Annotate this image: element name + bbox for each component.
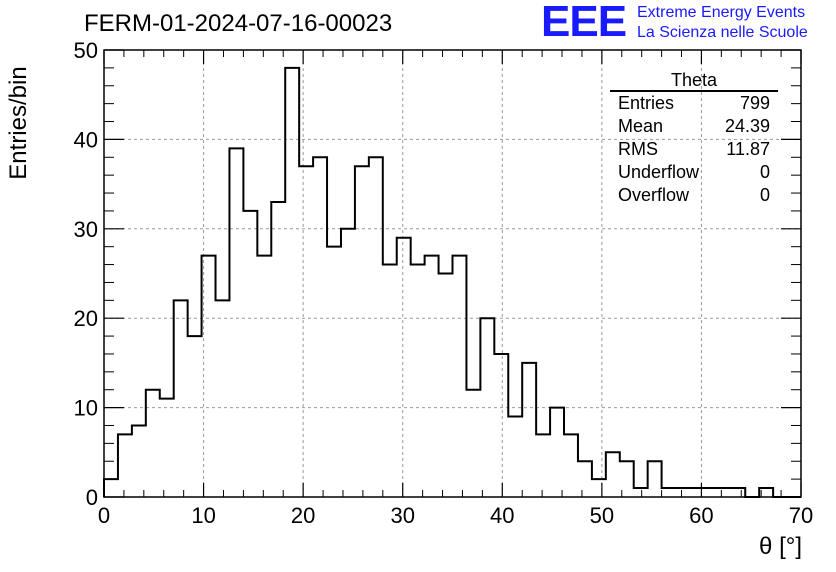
x-tick-label: 70 [789, 503, 813, 528]
histogram-bin [425, 256, 439, 497]
histogram-bin [592, 479, 606, 497]
stats-label: Mean [618, 116, 664, 136]
histogram-bin [104, 479, 118, 497]
stats-label: Overflow [618, 185, 690, 205]
axis-ticks [103, 49, 802, 498]
histogram-bin [313, 157, 327, 497]
histogram-bin [188, 336, 202, 497]
x-tick-label: 0 [98, 503, 110, 528]
histogram-bin [578, 461, 592, 497]
histogram-bin [411, 265, 425, 497]
stats-row-mean: Mean 24.39 [610, 115, 778, 138]
x-axis-label: θ [°] [759, 533, 802, 560]
histogram-bin [341, 229, 355, 497]
histogram-bin [132, 425, 146, 497]
histogram-bin [216, 300, 230, 497]
x-tick-label: 30 [390, 503, 414, 528]
histogram-bin [369, 157, 383, 497]
histogram-bin [522, 363, 536, 497]
stats-box: Theta Entries 799 Mean 24.39 RMS 11.87 U… [610, 70, 778, 207]
histogram-bin [662, 488, 676, 497]
histogram-bin [160, 399, 174, 497]
stats-label: Underflow [618, 162, 700, 182]
tick-labels: 0 10 20 30 40 50 60 70 0 10 20 30 40 50 [74, 38, 814, 528]
y-tick-label: 30 [74, 217, 98, 242]
histogram-bin [383, 265, 397, 497]
histogram-bin [243, 211, 257, 497]
stats-value: 0 [759, 185, 770, 205]
chart-title: FERM-01-2024-07-16-00023 [84, 10, 393, 37]
plot-frame [103, 49, 802, 498]
histogram-bin [634, 488, 648, 497]
histogram-bin [717, 488, 731, 497]
x-tick-label: 60 [689, 503, 713, 528]
stats-title: Theta [610, 70, 778, 92]
histogram-bin [327, 247, 341, 497]
stats-row-rms: RMS 11.87 [610, 138, 778, 161]
stats-value: 24.39 [724, 116, 770, 136]
histogram-bin [550, 408, 564, 497]
x-tick-label: 50 [590, 503, 614, 528]
grid [104, 50, 801, 497]
histogram-bin [453, 256, 467, 497]
histogram-bin [118, 434, 132, 497]
histogram-bin [731, 488, 745, 497]
histogram-bin [606, 452, 620, 497]
stats-row-entries: Entries 799 [610, 92, 778, 115]
stats-label: RMS [618, 139, 658, 159]
eee-logo: EEE [541, 0, 627, 46]
stats-value: 11.87 [726, 139, 770, 159]
histogram-bin [285, 68, 299, 497]
histogram-bin [174, 300, 188, 497]
histogram-bin [676, 488, 690, 497]
histogram-bin [355, 166, 369, 497]
histogram-bin [466, 390, 480, 497]
histogram-bin [480, 318, 494, 497]
y-tick-label: 20 [74, 306, 98, 331]
histogram-bin [146, 390, 160, 497]
y-tick-label: 10 [74, 396, 98, 421]
histogram-bin [508, 417, 522, 497]
logo-line-2: La Scienza nelle Scuole [637, 24, 808, 41]
histogram-bin [439, 274, 453, 498]
y-axis-label: Entries/bin [5, 66, 32, 180]
stats-row-underflow: Underflow 0 [610, 161, 778, 184]
histogram-bin [299, 166, 313, 497]
histogram-bin [271, 202, 285, 497]
logo-line-1: Extreme Energy Events [637, 4, 806, 21]
histogram-bins [103, 66, 801, 498]
y-tick-label: 50 [74, 38, 98, 63]
stats-row-overflow: Overflow 0 [610, 184, 778, 207]
histogram-bin [494, 354, 508, 497]
histogram-bin [229, 148, 243, 497]
histogram-bin [202, 256, 216, 497]
histogram-outline [103, 66, 801, 498]
x-tick-label: 10 [191, 503, 215, 528]
histogram-bin [564, 434, 578, 497]
stats-value: 0 [759, 162, 770, 182]
y-tick-label: 0 [86, 485, 98, 510]
histogram-bin [257, 256, 271, 497]
x-tick-label: 40 [490, 503, 514, 528]
stats-label: Entries [618, 93, 675, 113]
histogram-bin [397, 238, 411, 497]
histogram-bin [536, 434, 550, 497]
x-tick-label: 20 [291, 503, 315, 528]
stats-value: 799 [739, 93, 770, 113]
histogram-bin [648, 461, 662, 497]
y-tick-label: 40 [74, 127, 98, 152]
histogram-bin [703, 488, 717, 497]
